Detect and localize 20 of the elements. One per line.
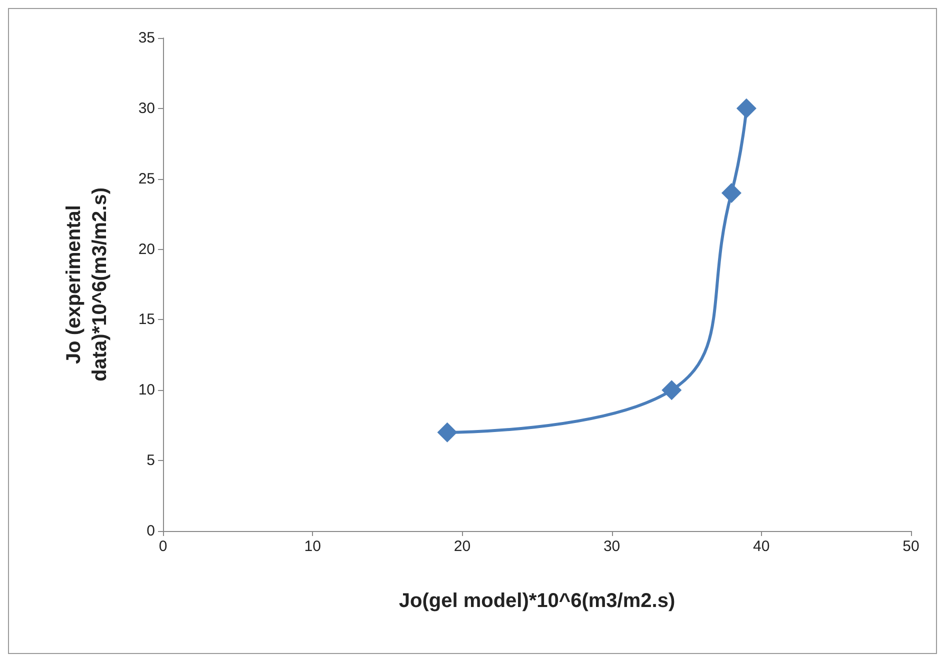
x-tick-label: 10 (304, 538, 321, 555)
x-tick-label: 40 (753, 538, 770, 555)
x-tick-label: 50 (902, 538, 920, 555)
x-tick-label: 20 (454, 538, 471, 555)
x-tick-label: 0 (158, 538, 168, 555)
y-tick-label: 25 (138, 170, 155, 188)
y-tick-label: 5 (146, 452, 155, 470)
point (736, 98, 756, 118)
point (662, 380, 682, 400)
y-tick-label: 30 (138, 100, 155, 117)
y-axis-title: Jo (experimental data)*10^6(m3/m2.s) (63, 188, 111, 382)
y-tick-label: 0 (146, 522, 155, 540)
x-axis-title: Jo(gel model)*10^6(m3/m2.s) (398, 590, 676, 612)
y-tick-label: 35 (138, 30, 155, 46)
point (437, 422, 458, 442)
point (721, 182, 742, 203)
y-tick-label: 20 (138, 240, 155, 258)
y-tick-label: 10 (138, 382, 155, 399)
x-tick-label: 30 (603, 538, 620, 555)
y-tick-label: 15 (138, 311, 155, 328)
